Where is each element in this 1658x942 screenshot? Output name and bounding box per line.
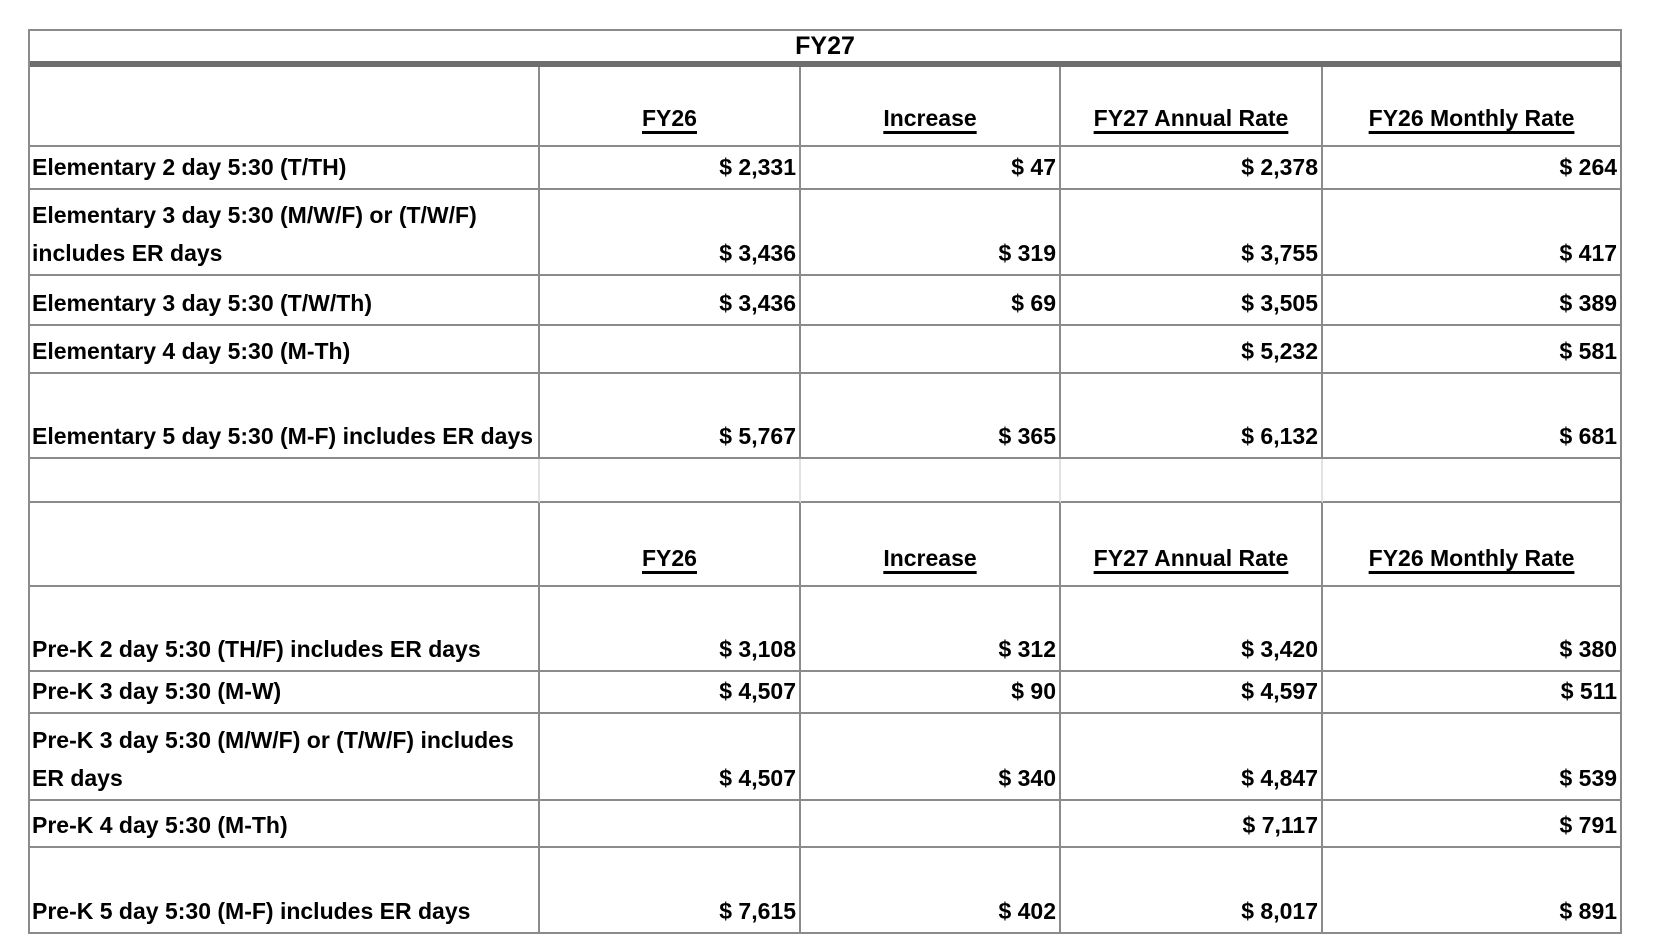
cell-increase[interactable]: $ 69	[801, 276, 1061, 326]
cell-fy26-monthly[interactable]: $ 417	[1323, 190, 1623, 276]
rates-table: FY27 FY26 Increase FY27 Annual Rate FY26…	[28, 29, 1623, 934]
header-cell-fy26[interactable]: FY26	[540, 503, 801, 587]
cell-label[interactable]: Pre-K 3 day 5:30 (M-W)	[30, 672, 540, 714]
cell-fy27-annual[interactable]: $ 2,378	[1061, 147, 1323, 190]
cell-fy26[interactable]: $ 4,507	[540, 714, 801, 801]
cell-fy26-monthly[interactable]: $ 380	[1323, 587, 1623, 672]
cell-increase[interactable]: $ 47	[801, 147, 1061, 190]
row-elementary-4-day: Elementary 4 day 5:30 (M-Th) $ 5,232 $ 5…	[30, 326, 1623, 374]
cell-fy26-monthly[interactable]: $ 539	[1323, 714, 1623, 801]
table-title[interactable]: FY27	[30, 31, 1623, 67]
cell-label[interactable]: Elementary 5 day 5:30 (M-F) includes ER …	[30, 374, 540, 459]
cell-fy26[interactable]: $ 7,615	[540, 848, 801, 934]
cell-fy26-monthly[interactable]: $ 264	[1323, 147, 1623, 190]
cell-fy26[interactable]: $ 5,767	[540, 374, 801, 459]
spacer-cell[interactable]	[540, 459, 801, 503]
spacer-row	[30, 459, 1623, 503]
header-cell-fy27-annual-rate[interactable]: FY27 Annual Rate	[1061, 503, 1323, 587]
cell-label[interactable]: Pre-K 5 day 5:30 (M-F) includes ER days	[30, 848, 540, 934]
cell-fy27-annual[interactable]: $ 5,232	[1061, 326, 1323, 374]
cell-fy26[interactable]: $ 3,108	[540, 587, 801, 672]
row-prek-2-day: Pre-K 2 day 5:30 (TH/F) includes ER days…	[30, 587, 1623, 672]
cell-fy27-annual[interactable]: $ 3,755	[1061, 190, 1323, 276]
cell-fy27-annual[interactable]: $ 6,132	[1061, 374, 1323, 459]
cell-fy26-monthly[interactable]: $ 681	[1323, 374, 1623, 459]
cell-increase[interactable]	[801, 326, 1061, 374]
cell-fy27-annual[interactable]: $ 8,017	[1061, 848, 1323, 934]
cell-label[interactable]: Elementary 2 day 5:30 (T/TH)	[30, 147, 540, 190]
cell-fy26[interactable]: $ 3,436	[540, 190, 801, 276]
cell-fy26[interactable]: $ 2,331	[540, 147, 801, 190]
cell-increase[interactable]: $ 312	[801, 587, 1061, 672]
cell-fy27-annual[interactable]: $ 4,847	[1061, 714, 1323, 801]
cell-increase[interactable]: $ 319	[801, 190, 1061, 276]
row-elementary-3-day-mwf: Elementary 3 day 5:30 (M/W/F) or (T/W/F)…	[30, 190, 1623, 276]
cell-fy27-annual[interactable]: $ 3,420	[1061, 587, 1323, 672]
header-row-elementary: FY26 Increase FY27 Annual Rate FY26 Mont…	[30, 67, 1623, 147]
cell-label[interactable]: Pre-K 2 day 5:30 (TH/F) includes ER days	[30, 587, 540, 672]
row-elementary-5-day: Elementary 5 day 5:30 (M-F) includes ER …	[30, 374, 1623, 459]
cell-label[interactable]: Elementary 4 day 5:30 (M-Th)	[30, 326, 540, 374]
cell-fy26-monthly[interactable]: $ 511	[1323, 672, 1623, 714]
title-row: FY27	[30, 31, 1623, 67]
spacer-cell[interactable]	[801, 459, 1061, 503]
cell-fy26-monthly[interactable]: $ 389	[1323, 276, 1623, 326]
cell-increase[interactable]	[801, 801, 1061, 848]
cell-fy26[interactable]: $ 4,507	[540, 672, 801, 714]
row-elementary-3-day-twth: Elementary 3 day 5:30 (T/W/Th) $ 3,436 $…	[30, 276, 1623, 326]
header-cell-blank[interactable]	[30, 67, 540, 147]
cell-label[interactable]: Elementary 3 day 5:30 (M/W/F) or (T/W/F)…	[30, 190, 540, 276]
cell-fy26-monthly[interactable]: $ 891	[1323, 848, 1623, 934]
cell-fy26[interactable]	[540, 801, 801, 848]
cell-fy26[interactable]: $ 3,436	[540, 276, 801, 326]
row-elementary-2-day: Elementary 2 day 5:30 (T/TH) $ 2,331 $ 4…	[30, 147, 1623, 190]
cell-increase[interactable]: $ 365	[801, 374, 1061, 459]
header-cell-increase[interactable]: Increase	[801, 67, 1061, 147]
cell-fy26-monthly[interactable]: $ 791	[1323, 801, 1623, 848]
header-cell-fy26-monthly-rate[interactable]: FY26 Monthly Rate	[1323, 503, 1623, 587]
cell-fy27-annual[interactable]: $ 3,505	[1061, 276, 1323, 326]
cell-label[interactable]: Elementary 3 day 5:30 (T/W/Th)	[30, 276, 540, 326]
cell-increase[interactable]: $ 340	[801, 714, 1061, 801]
cell-fy27-annual[interactable]: $ 7,117	[1061, 801, 1323, 848]
spreadsheet-table: FY27 FY26 Increase FY27 Annual Rate FY26…	[28, 29, 1623, 934]
cell-label[interactable]: Pre-K 3 day 5:30 (M/W/F) or (T/W/F) incl…	[30, 714, 540, 801]
row-prek-3-day-mw: Pre-K 3 day 5:30 (M-W) $ 4,507 $ 90 $ 4,…	[30, 672, 1623, 714]
header-cell-increase[interactable]: Increase	[801, 503, 1061, 587]
row-prek-5-day: Pre-K 5 day 5:30 (M-F) includes ER days …	[30, 848, 1623, 934]
header-cell-fy26[interactable]: FY26	[540, 67, 801, 147]
cell-fy27-annual[interactable]: $ 4,597	[1061, 672, 1323, 714]
cell-label[interactable]: Pre-K 4 day 5:30 (M-Th)	[30, 801, 540, 848]
header-cell-fy26-monthly-rate[interactable]: FY26 Monthly Rate	[1323, 67, 1623, 147]
cell-increase[interactable]: $ 402	[801, 848, 1061, 934]
row-prek-4-day: Pre-K 4 day 5:30 (M-Th) $ 7,117 $ 791	[30, 801, 1623, 848]
cell-fy26-monthly[interactable]: $ 581	[1323, 326, 1623, 374]
spacer-cell[interactable]	[1323, 459, 1623, 503]
spacer-cell[interactable]	[1061, 459, 1323, 503]
spacer-cell[interactable]	[30, 459, 540, 503]
header-cell-fy27-annual-rate[interactable]: FY27 Annual Rate	[1061, 67, 1323, 147]
cell-fy26[interactable]	[540, 326, 801, 374]
header-cell-blank[interactable]	[30, 503, 540, 587]
row-prek-3-day-mwf: Pre-K 3 day 5:30 (M/W/F) or (T/W/F) incl…	[30, 714, 1623, 801]
cell-increase[interactable]: $ 90	[801, 672, 1061, 714]
header-row-prek: FY26 Increase FY27 Annual Rate FY26 Mont…	[30, 503, 1623, 587]
